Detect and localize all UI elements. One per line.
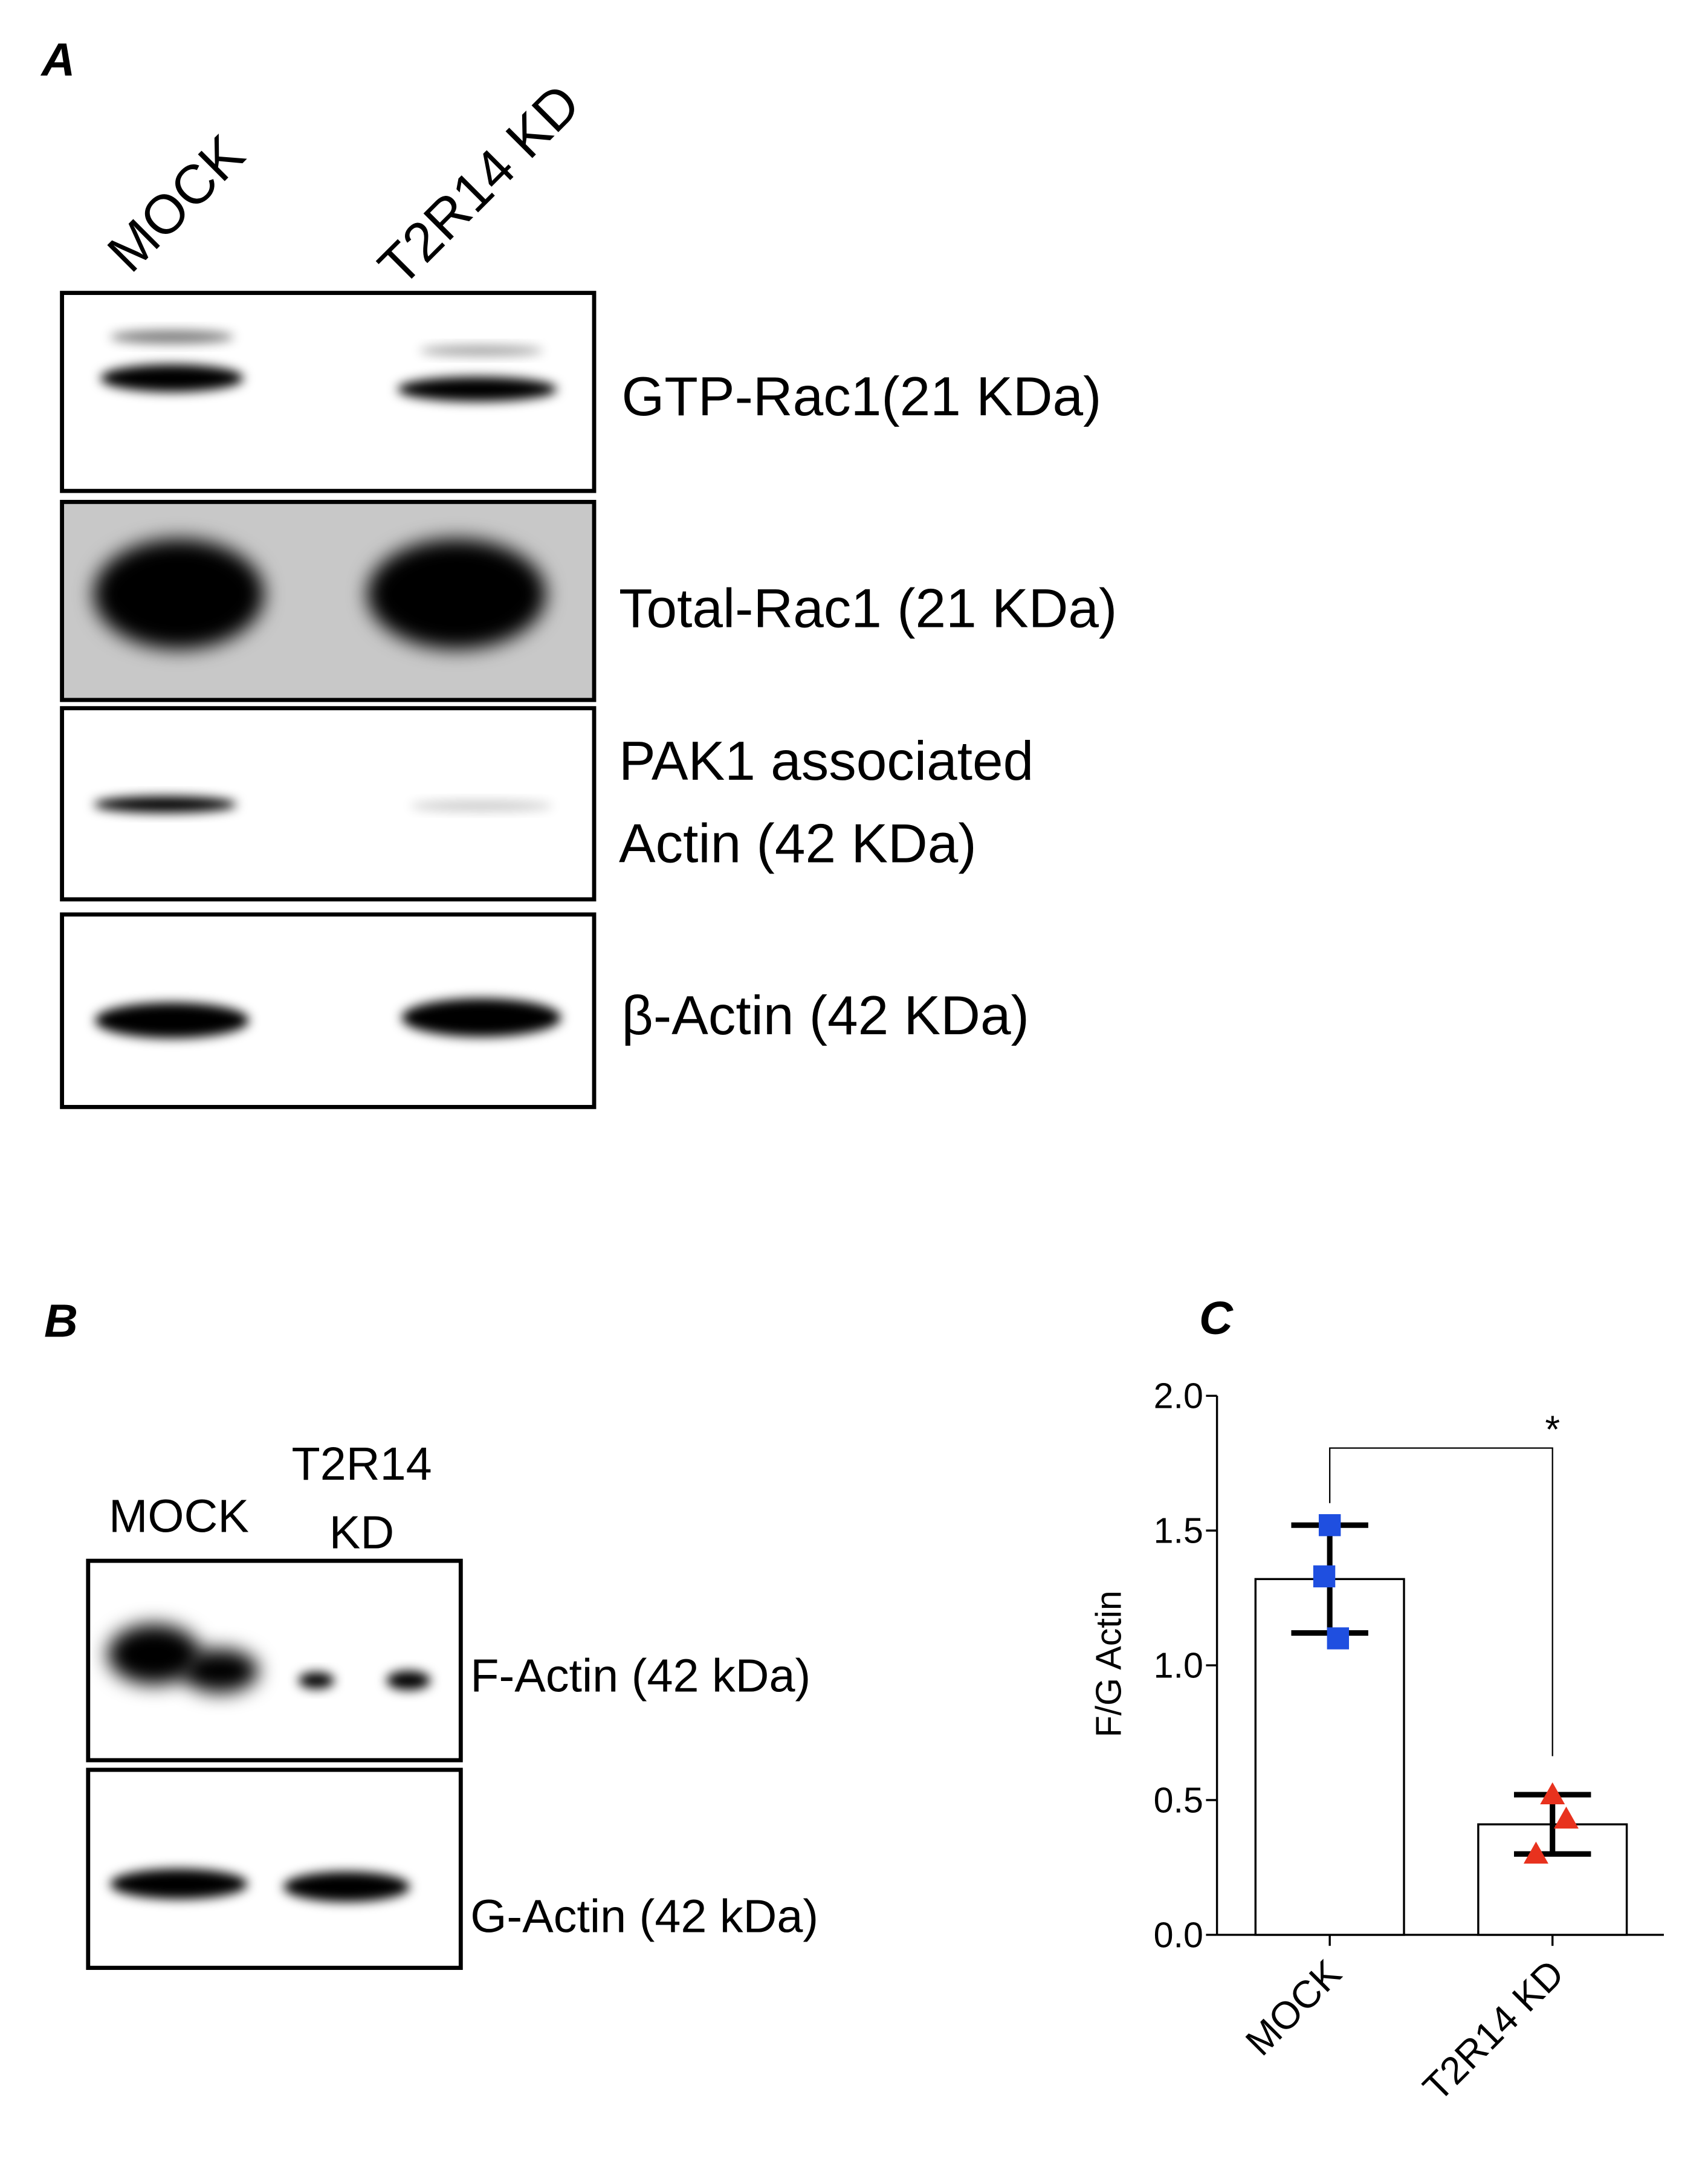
data-point bbox=[1313, 1565, 1336, 1588]
panel-label: C bbox=[1199, 1292, 1234, 1344]
data-point bbox=[1327, 1627, 1350, 1650]
y-axis-label: F/G Actin bbox=[1088, 1590, 1128, 1737]
band bbox=[410, 800, 553, 812]
y-tick-label: 2.0 bbox=[1154, 1376, 1203, 1416]
band bbox=[283, 1871, 410, 1902]
lane-label: KD bbox=[329, 1507, 394, 1559]
blot-label: Total-Rac1 (21 KDa) bbox=[619, 578, 1117, 639]
panel-label: B bbox=[44, 1295, 78, 1347]
band bbox=[419, 345, 543, 357]
blot-label: G-Actin (42 kDa) bbox=[470, 1890, 818, 1942]
band bbox=[110, 330, 234, 344]
panel-label: A bbox=[40, 34, 75, 86]
y-tick-label: 0.0 bbox=[1154, 1914, 1203, 1955]
lane-label: MOCK bbox=[109, 1490, 249, 1542]
lane-label: T2R14 KD bbox=[367, 73, 592, 297]
data-point bbox=[1553, 1806, 1579, 1829]
band bbox=[401, 998, 561, 1037]
blot-label: GTP-Rac1(21 KDa) bbox=[622, 366, 1102, 427]
band bbox=[397, 377, 557, 402]
data-point bbox=[1318, 1514, 1341, 1537]
band bbox=[386, 1671, 431, 1691]
blot-label: F-Actin (42 kDa) bbox=[470, 1650, 810, 1702]
panel-b: B MOCK T2R14 KD F-Actin (42 kDa) G-Actin… bbox=[44, 1295, 818, 1970]
y-tick-label: 0.5 bbox=[1154, 1780, 1203, 1820]
x-tick-label: MOCK bbox=[1238, 1952, 1350, 2064]
x-tick-label: T2R14 KD bbox=[1415, 1952, 1572, 2109]
lane-label: T2R14 bbox=[291, 1438, 432, 1490]
band bbox=[93, 796, 237, 813]
band bbox=[110, 1868, 248, 1899]
significance-bracket bbox=[1329, 1447, 1553, 1757]
band bbox=[298, 1672, 335, 1689]
band bbox=[93, 539, 265, 649]
band bbox=[95, 1002, 249, 1038]
blot bbox=[86, 1767, 463, 1970]
band bbox=[367, 539, 546, 649]
blot-label: PAK1 associated bbox=[619, 731, 1034, 792]
lane-label: MOCK bbox=[96, 124, 256, 283]
y-tick-label: 1.0 bbox=[1154, 1645, 1203, 1686]
data-point bbox=[1540, 1782, 1565, 1805]
blot-label: Actin (42 KDa) bbox=[619, 813, 977, 874]
significance-label: * bbox=[1545, 1408, 1560, 1451]
band bbox=[181, 1648, 259, 1693]
band bbox=[100, 364, 244, 392]
data-point bbox=[1523, 1841, 1548, 1864]
blot-label: β-Actin (42 KDa) bbox=[622, 985, 1029, 1046]
panel-a: A MOCK T2R14 KD GTP-Rac1(21 KDa) Total-R… bbox=[40, 34, 1117, 1109]
band bbox=[107, 1624, 201, 1685]
y-tick-label: 1.5 bbox=[1154, 1511, 1203, 1551]
panel-c: C 0.0 0.5 1.0 1.5 2.0 F/G Actin MOCK T2R14 KD * bbox=[1088, 1292, 1664, 2109]
